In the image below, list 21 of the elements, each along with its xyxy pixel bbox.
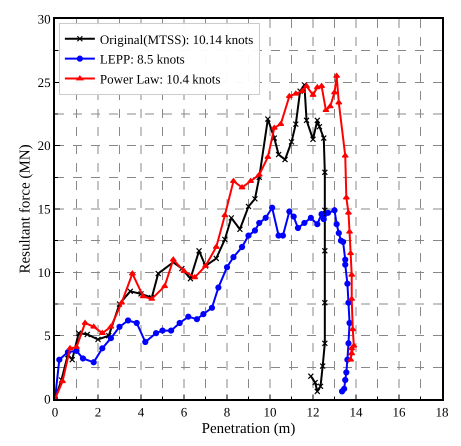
x-tick-label: 16 xyxy=(392,404,406,420)
x-tick-label: 10 xyxy=(264,404,276,420)
x-tick-label: 12 xyxy=(306,404,320,420)
x-tick-label: 14 xyxy=(350,404,363,420)
x-tick-label: 18 xyxy=(436,404,448,420)
y-tick-label: 15 xyxy=(38,202,51,217)
y-tick-label: 10 xyxy=(38,264,51,280)
legend-label: LEPP: 8.5 knots xyxy=(100,52,185,67)
y-axis-title: Resultant force (MN) xyxy=(17,144,34,274)
y-tick-label: 30 xyxy=(38,12,51,27)
x-axis-title: Penetration (m) xyxy=(202,420,296,437)
x-tick-label: 2 xyxy=(94,404,102,420)
x-tick-label: 4 xyxy=(138,404,145,420)
y-tick-label: 20 xyxy=(38,138,51,154)
legend-label: Original(MTSS): 10.14 knots xyxy=(100,32,254,47)
x-tick-label: 6 xyxy=(180,404,188,420)
y-tick-label: 5 xyxy=(44,328,51,344)
y-tick-label: 25 xyxy=(38,74,51,90)
x-tick-label: 8 xyxy=(224,404,230,420)
y-tick-label: 0 xyxy=(44,392,51,407)
legend-label: Power Law: 10.4 knots xyxy=(100,72,220,87)
